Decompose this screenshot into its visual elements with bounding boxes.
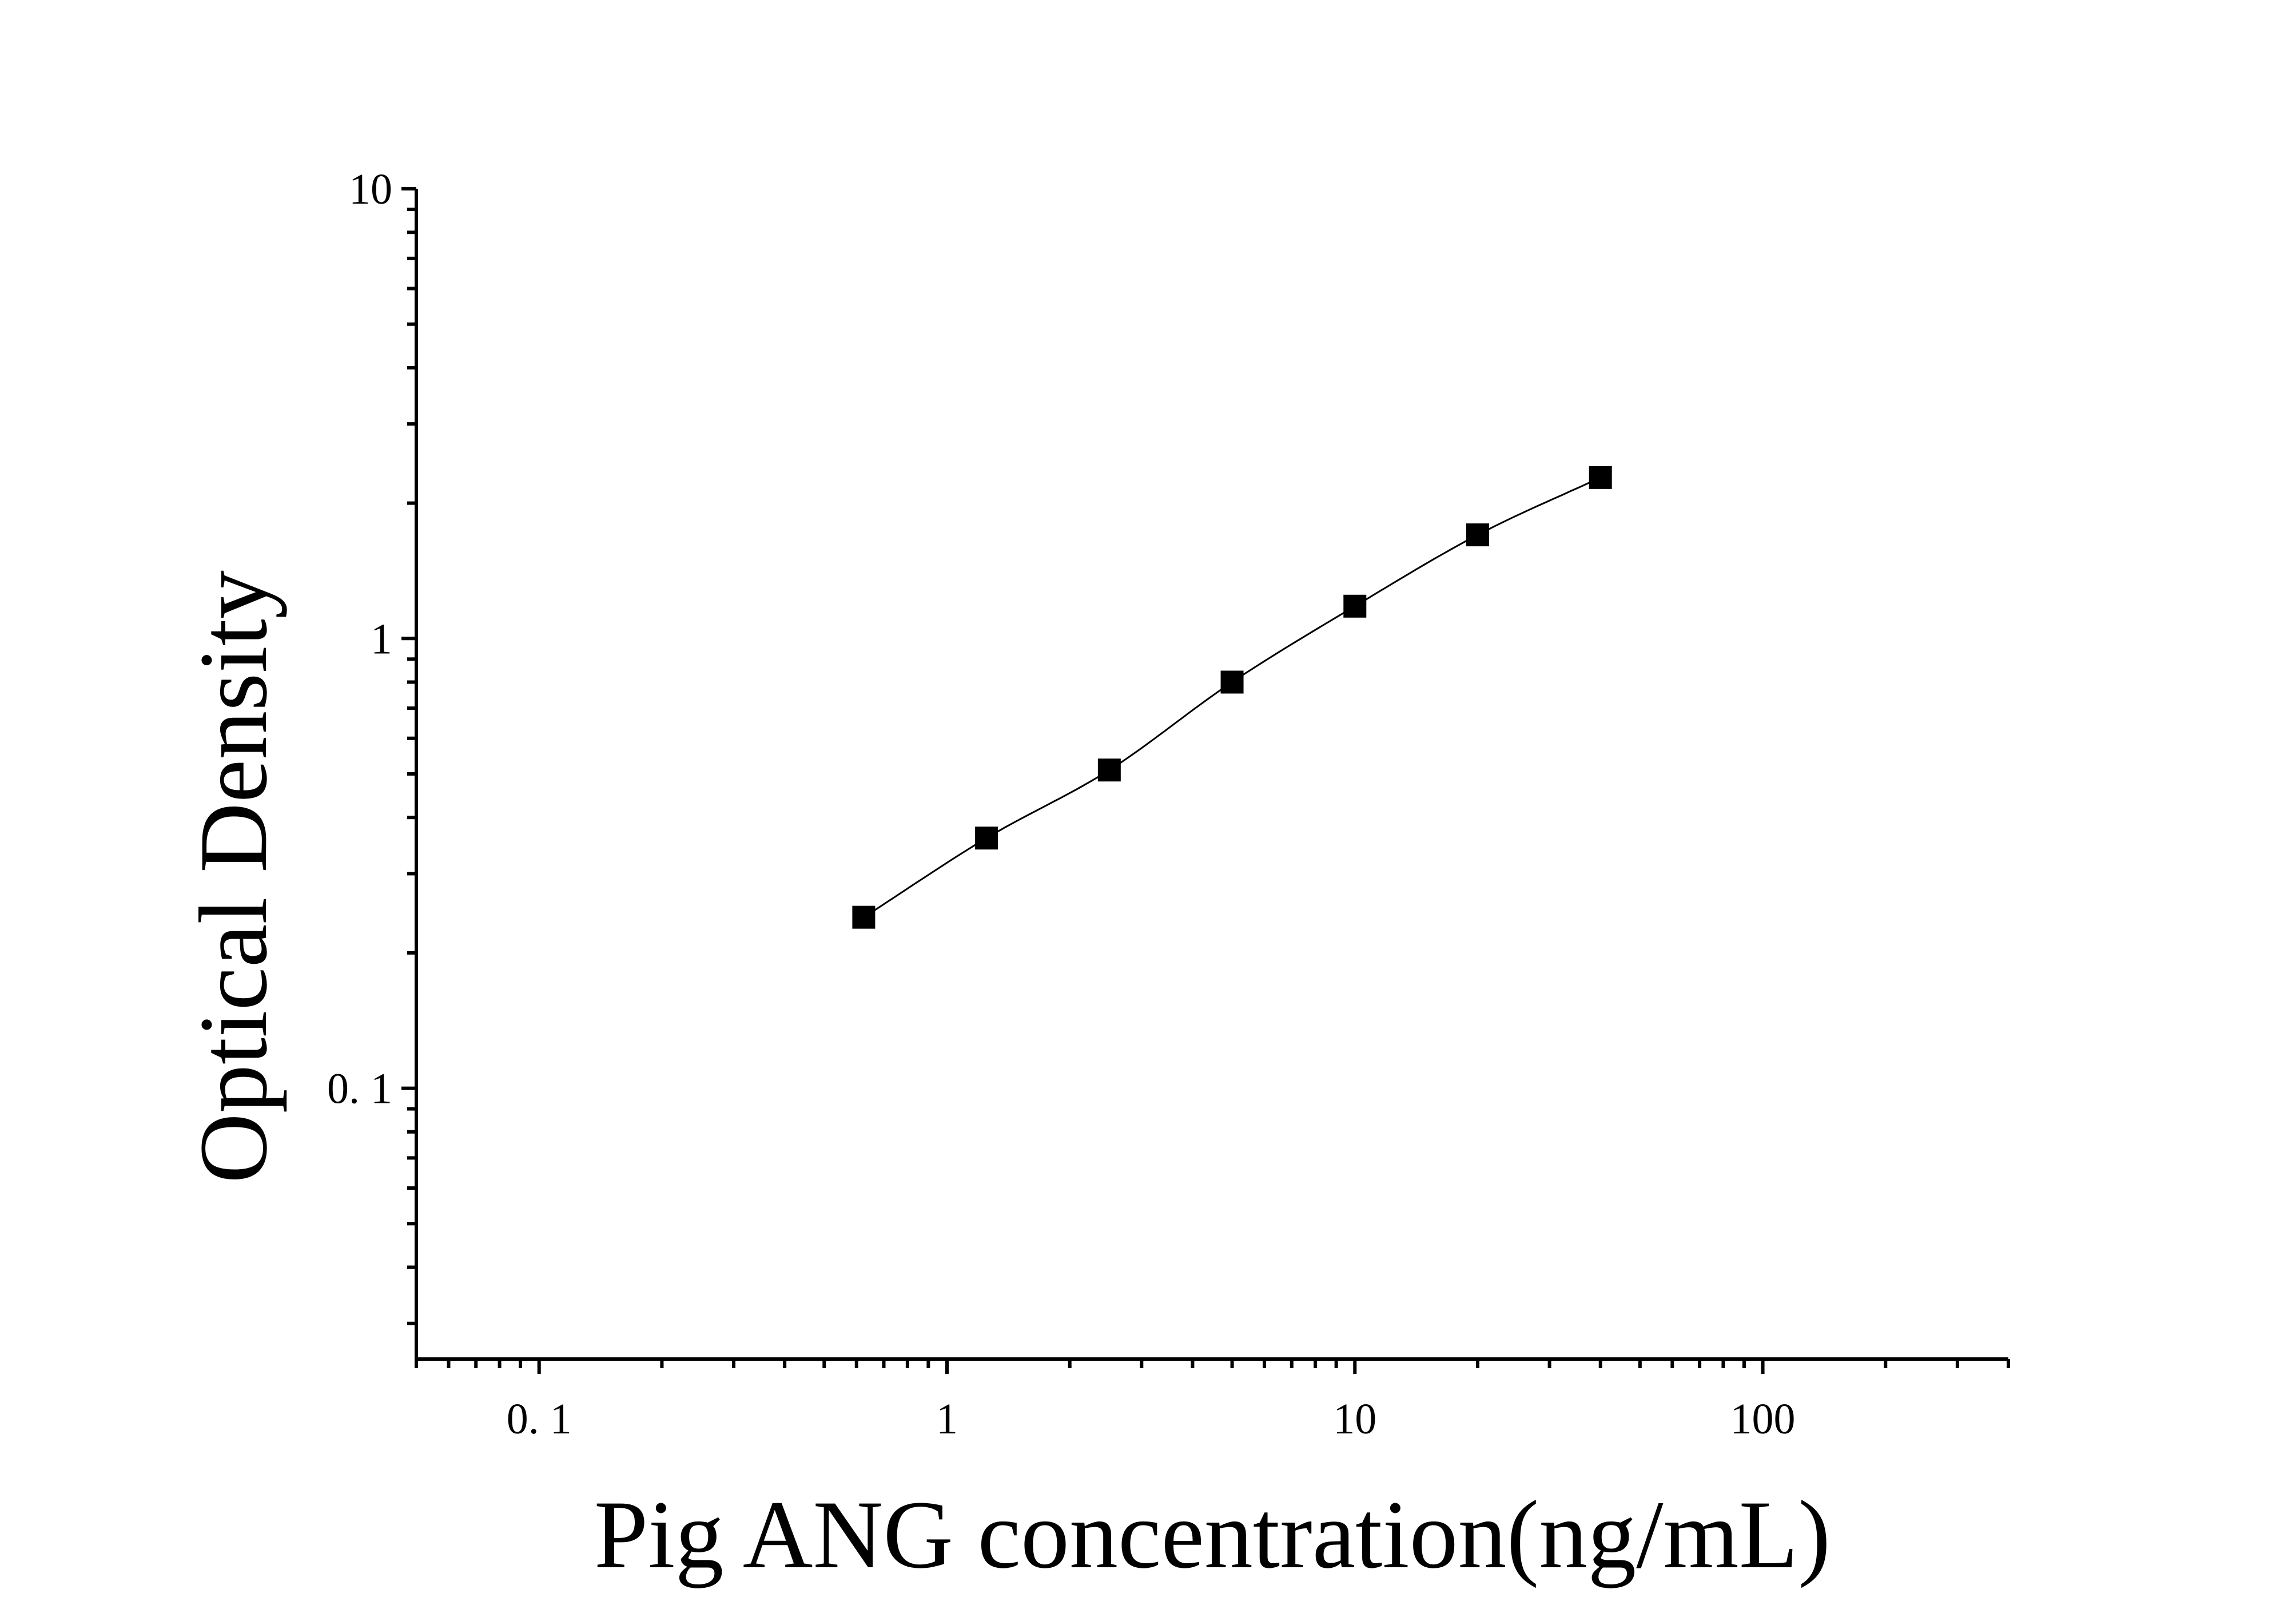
data-point: [1466, 523, 1489, 547]
y-axis-title: Optical Density: [180, 570, 287, 1183]
data-point: [1097, 758, 1121, 782]
x-tick-label: 0. 1: [507, 1395, 572, 1443]
y-tick-label: 1: [371, 615, 392, 663]
data-markers: [852, 466, 1612, 929]
x-tick-label: 10: [1333, 1395, 1376, 1443]
tick-labels: 0. 1 1 10 100 0. 1 1 10: [327, 165, 1796, 1443]
data-point: [975, 827, 998, 850]
x-axis-title: Pig ANG concentration(ng/mL): [594, 1481, 1831, 1588]
y-tick-label: 10: [349, 165, 392, 213]
x-tick-label: 100: [1730, 1395, 1796, 1443]
y-tick-label: 0. 1: [327, 1065, 392, 1113]
data-point: [1589, 466, 1612, 489]
axes: [415, 189, 2008, 1361]
data-point: [1220, 670, 1244, 694]
data-point: [1343, 594, 1367, 618]
x-tick-label: 1: [936, 1395, 958, 1443]
ticks: [401, 187, 2010, 1374]
data-point: [852, 905, 876, 929]
fitted-curve: [863, 476, 1601, 918]
